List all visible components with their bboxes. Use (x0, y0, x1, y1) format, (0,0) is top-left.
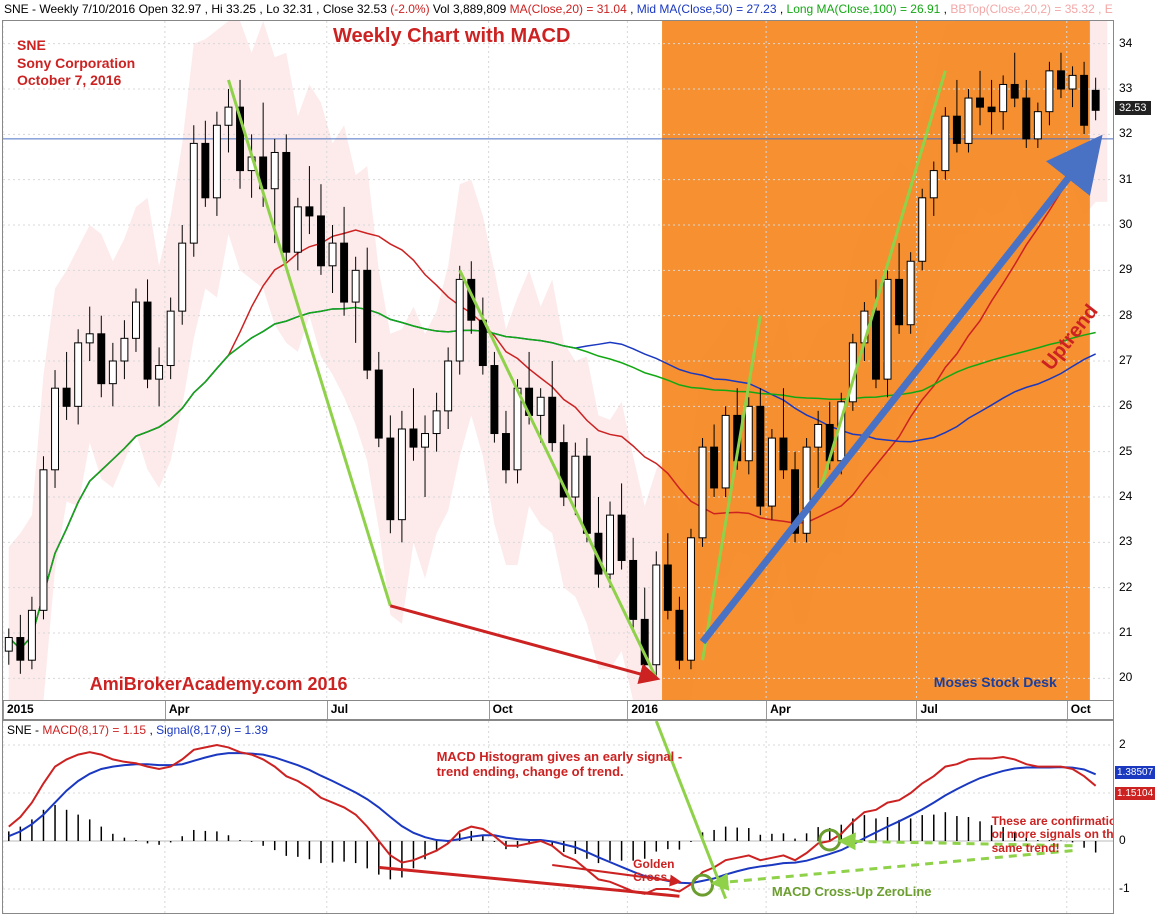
hdr-symbol: SNE (4, 2, 29, 16)
chart-root: SNE - Weekly 7/10/2016 Open 32.97 , Hi 3… (0, 0, 1165, 915)
macd-hdr-macd-label: MACD(8,17) (42, 723, 109, 737)
hdr-open-label: Open (139, 2, 168, 16)
chart-title: Weekly Chart with MACD (333, 25, 570, 48)
x-tick-label: 2015 (7, 702, 34, 716)
price-canvas (3, 21, 1113, 701)
hdr-interval: Weekly (39, 2, 78, 16)
x-tick-label: Oct (493, 702, 513, 716)
hdr-open: 32.97 (171, 2, 201, 16)
x-tick-label: Jul (920, 702, 937, 716)
hdr-ma20: 31.04 (597, 2, 627, 16)
hdr-bbtop-label: BBTop(Close,20,2) (950, 2, 1051, 16)
hdr-change: (-2.0%) (390, 2, 429, 16)
hdr-bbtop: 35.32 (1065, 2, 1095, 16)
hdr-vol-label: Vol (433, 2, 450, 16)
hdr-ma50: 27.23 (746, 2, 776, 16)
macd-hdr-signal: 1.39 (245, 723, 268, 737)
hdr-vol: 3,889,809 (453, 2, 506, 16)
price-flag: 32.53 (1115, 101, 1151, 115)
hdr-hi-label: Hi (211, 2, 222, 16)
hdr-close-label: Close (323, 2, 354, 16)
hdr-ma100: 26.91 (910, 2, 940, 16)
macd-signal-flag: 1.38507 (1115, 766, 1155, 779)
x-tick-label: Apr (169, 702, 190, 716)
confirmation-label: These are confirmation, or more signals … (992, 815, 1114, 856)
hdr-ma50-label: Mid MA(Close,50) (637, 2, 733, 16)
golden-cross-label: Golden Cross (633, 858, 693, 884)
x-tick-label: Jul (331, 702, 348, 716)
x-tick-label: Apr (770, 702, 791, 716)
macd-hdr-symbol: SNE (7, 723, 32, 737)
macd-hdr-signal-label: Signal(8,17,9) (156, 723, 231, 737)
price-pane[interactable]: SNESony CorporationOctober 7, 2016 Weekly… (2, 20, 1114, 702)
moses-label: Moses Stock Desk (934, 674, 1057, 690)
hdr-lo: 32.31 (283, 2, 313, 16)
ticker-block: SNESony CorporationOctober 7, 2016 (17, 37, 135, 90)
macd-zeroline-label: MACD Cross-Up ZeroLine (772, 884, 932, 899)
x-tick-label: Oct (1071, 702, 1091, 716)
y-axis-price: 20212223242526272829303132333432.53 (1115, 20, 1163, 700)
hdr-ma20-label: MA(Close,20) (510, 2, 583, 16)
hdr-date: 7/10/2016 (82, 2, 135, 16)
uptrend-label: Uptrend (1038, 301, 1103, 376)
x-axis: 2015 Apr Jul Oct 2016 Apr Jul Oct (2, 700, 1114, 720)
hdr-ma100-label: Long MA(Close,100) (787, 2, 897, 16)
watermark: AmiBrokerAcademy.com 2016 (90, 674, 348, 695)
x-tick-label: 2016 (631, 702, 658, 716)
hdr-hi: 33.25 (226, 2, 256, 16)
y-axis-macd: -10121.385071.15104 (1115, 720, 1163, 912)
macd-header: SNE - MACD(8,17) = 1.15 , Signal(8,17,9)… (7, 723, 268, 737)
hdr-close: 32.53 (357, 2, 387, 16)
macd-pane[interactable]: SNE - MACD(8,17) = 1.15 , Signal(8,17,9)… (2, 720, 1114, 914)
macd-hdr-macd: 1.15 (123, 723, 146, 737)
macd-value-flag: 1.15104 (1115, 787, 1155, 800)
macd-hist-note: MACD Histogram gives an early signal - t… (437, 750, 697, 780)
hdr-lo-label: Lo (266, 2, 279, 16)
price-header: SNE - Weekly 7/10/2016 Open 32.97 , Hi 3… (0, 0, 1165, 20)
